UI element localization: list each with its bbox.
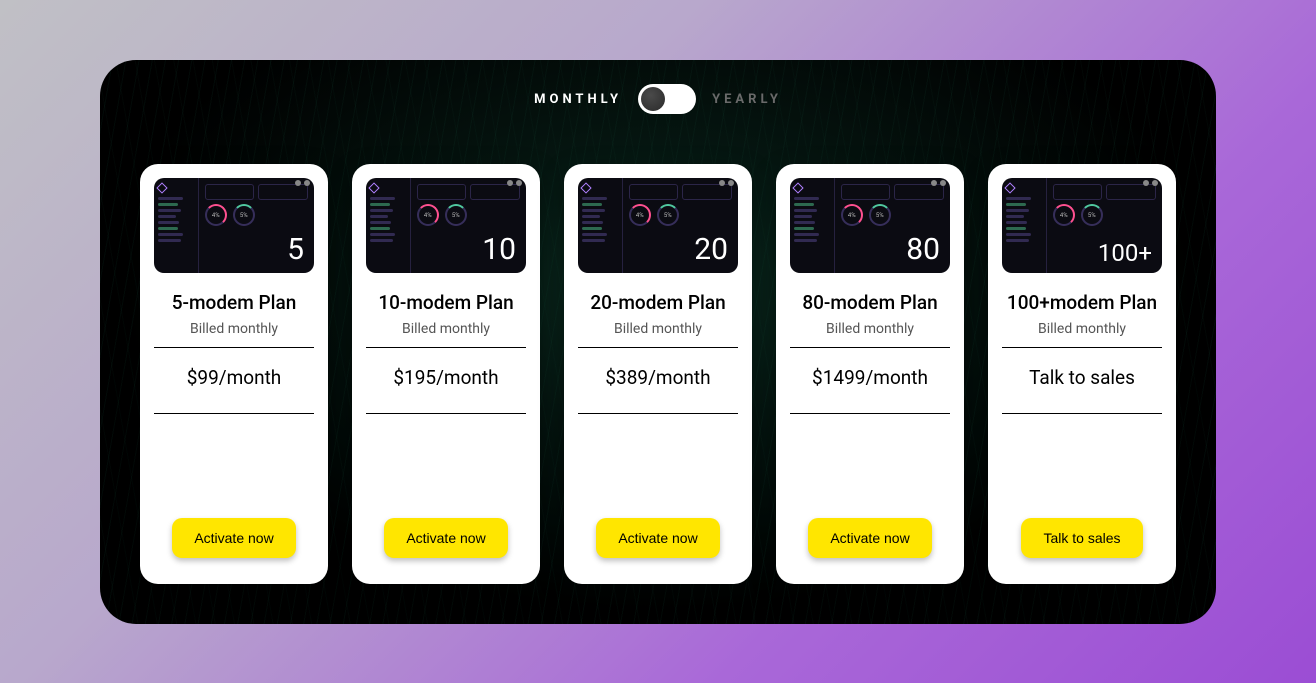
plan-billing-cycle: Billed monthly [826,321,914,337]
divider [366,413,526,414]
plan-price: $195/month [393,366,498,389]
plan-thumbnail: 4% 5% 5 [154,178,314,273]
plan-card-100plus: 4% 5% 100+ 100+modem Plan Billed monthly… [988,164,1176,584]
plan-badge-number: 100+ [1092,239,1154,267]
gauge-icon: 5% [657,204,679,226]
activate-button[interactable]: Activate now [172,518,295,558]
plan-price: $99/month [187,366,282,389]
toggle-label-monthly[interactable]: MONTHLY [534,92,622,107]
activate-button[interactable]: Activate now [596,518,719,558]
gauge-icon: 4% [1053,204,1075,226]
plan-card-80: 4% 5% 80 80-modem Plan Billed monthly $1… [776,164,964,584]
plan-billing-cycle: Billed monthly [1038,321,1126,337]
gauge-icon: 5% [445,204,467,226]
plan-billing-cycle: Billed monthly [190,321,278,337]
pricing-panel: MONTHLY YEARLY 4% 5% [100,60,1216,624]
plan-title: 10-modem Plan [378,291,513,315]
plan-thumbnail: 4% 5% 10 [366,178,526,273]
toggle-label-yearly[interactable]: YEARLY [712,92,782,107]
plan-badge-number: 5 [281,233,306,267]
pricing-cards: 4% 5% 5 5-modem Plan Billed monthly $99/… [140,164,1176,584]
plan-card-5: 4% 5% 5 5-modem Plan Billed monthly $99/… [140,164,328,584]
toggle-knob [641,87,665,111]
billing-toggle[interactable] [638,84,696,114]
divider [366,347,526,348]
talk-to-sales-button[interactable]: Talk to sales [1021,518,1142,558]
activate-button[interactable]: Activate now [808,518,931,558]
gauge-icon: 4% [417,204,439,226]
billing-toggle-row: MONTHLY YEARLY [140,84,1176,114]
plan-badge-number: 10 [476,233,518,267]
plan-card-20: 4% 5% 20 20-modem Plan Billed monthly $3… [564,164,752,584]
plan-price: Talk to sales [1029,366,1135,389]
plan-thumbnail: 4% 5% 100+ [1002,178,1162,273]
plan-thumbnail: 4% 5% 20 [578,178,738,273]
plan-billing-cycle: Billed monthly [402,321,490,337]
divider [578,413,738,414]
divider [154,347,314,348]
divider [790,347,950,348]
gauge-icon: 4% [629,204,651,226]
divider [578,347,738,348]
plan-title: 20-modem Plan [590,291,725,315]
plan-badge-number: 20 [688,233,730,267]
plan-title: 5-modem Plan [172,291,297,315]
gauge-icon: 5% [1081,204,1103,226]
divider [1002,413,1162,414]
plan-title: 80-modem Plan [802,291,937,315]
divider [154,413,314,414]
plan-price: $1499/month [812,366,928,389]
plan-price: $389/month [605,366,710,389]
plan-badge-number: 80 [900,233,942,267]
plan-title: 100+modem Plan [1007,291,1157,315]
gauge-icon: 4% [205,204,227,226]
plan-thumbnail: 4% 5% 80 [790,178,950,273]
gauge-icon: 5% [233,204,255,226]
gauge-icon: 4% [841,204,863,226]
activate-button[interactable]: Activate now [384,518,507,558]
plan-card-10: 4% 5% 10 10-modem Plan Billed monthly $1… [352,164,540,584]
plan-billing-cycle: Billed monthly [614,321,702,337]
gauge-icon: 5% [869,204,891,226]
divider [790,413,950,414]
divider [1002,347,1162,348]
